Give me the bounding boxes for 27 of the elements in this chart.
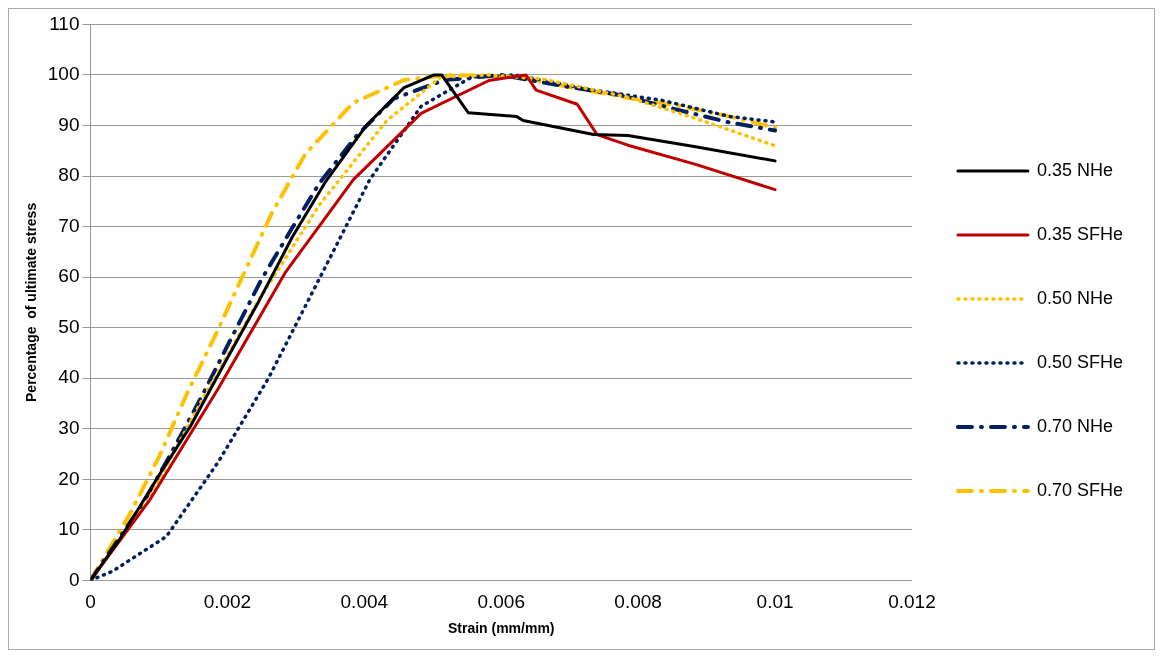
y-tick-label: 110 (49, 12, 80, 34)
y-tick-label: 90 (58, 113, 80, 135)
y-axis-title: Percentage of ultimate stress (23, 202, 40, 402)
y-tick-label: 10 (58, 518, 80, 540)
x-tick-label: 0.004 (340, 591, 389, 613)
legend-label: 0.70 NHe (1036, 415, 1113, 436)
y-tick-label: 20 (58, 467, 80, 489)
legend-label: 0.70 SFHe (1036, 479, 1123, 500)
x-tick-label: 0.012 (888, 591, 936, 613)
y-tick-label: 60 (58, 265, 80, 287)
y-tick-label: 30 (58, 417, 80, 438)
x-tick-label: 0 (85, 591, 96, 613)
x-tick-label: 0.002 (203, 591, 252, 613)
x-tick-label: 0.01 (756, 591, 794, 613)
legend-label: 0.50 NHe (1036, 287, 1113, 308)
x-axis-title: Strain (mm/mm) (447, 620, 555, 637)
x-tick-label: 0.008 (614, 591, 662, 613)
y-tick-label: 0 (68, 568, 80, 590)
y-tick-label: 50 (58, 315, 80, 337)
y-tick-label: 40 (58, 366, 80, 388)
y-tick-label: 100 (47, 63, 80, 85)
legend-label: 0.35 NHe (1036, 159, 1113, 180)
x-tick-label: 0.006 (477, 591, 525, 613)
y-tick-label: 80 (58, 164, 80, 186)
y-tick-label: 70 (58, 214, 80, 236)
legend-label: 0.35 SFHe (1036, 223, 1123, 244)
legend-label: 0.50 SFHe (1036, 351, 1123, 372)
